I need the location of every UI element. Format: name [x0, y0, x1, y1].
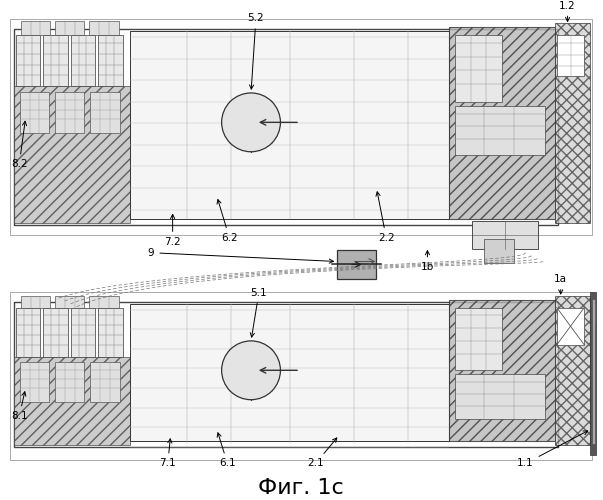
Bar [14, 356, 130, 445]
Text: 7.1: 7.1 [159, 439, 176, 468]
Bar [455, 35, 502, 102]
Bar [594, 304, 596, 324]
Bar [555, 296, 590, 445]
Bar [14, 86, 130, 224]
Bar [89, 22, 119, 35]
Circle shape [222, 341, 280, 400]
Bar [90, 362, 120, 402]
Text: 7.2: 7.2 [164, 214, 181, 247]
Bar [71, 308, 95, 356]
Text: 8.2: 8.2 [11, 122, 28, 170]
Bar [55, 296, 84, 308]
Text: 1a: 1a [554, 274, 567, 294]
Bar [20, 92, 49, 133]
Bar [472, 222, 538, 249]
Text: 2.2: 2.2 [376, 192, 394, 243]
Text: 6.1: 6.1 [217, 433, 236, 468]
Bar [98, 308, 122, 356]
Bar [55, 92, 84, 133]
Text: 5.1: 5.1 [250, 288, 267, 337]
Bar [55, 362, 84, 402]
Text: 5.2: 5.2 [248, 14, 264, 89]
Bar [130, 304, 449, 441]
Bar [98, 35, 122, 86]
Text: 2.1: 2.1 [308, 438, 336, 468]
Bar [89, 296, 119, 308]
Text: 6.2: 6.2 [217, 200, 238, 243]
Bar [555, 24, 590, 224]
Bar [71, 35, 95, 86]
Bar [14, 30, 558, 226]
Bar [449, 28, 555, 220]
Bar [337, 250, 376, 279]
Bar [484, 239, 514, 264]
Bar [449, 300, 555, 441]
Text: 8.1: 8.1 [11, 392, 28, 422]
Bar [455, 308, 502, 370]
Bar [43, 35, 68, 86]
Bar [14, 302, 558, 446]
Bar [455, 106, 545, 154]
Bar [21, 22, 50, 35]
Bar [10, 292, 592, 460]
Bar [10, 20, 592, 235]
Circle shape [222, 93, 280, 152]
Bar [16, 35, 40, 86]
Text: 1.2: 1.2 [559, 0, 576, 21]
Text: 9: 9 [148, 248, 333, 263]
Bar [90, 92, 120, 133]
Bar [55, 22, 84, 35]
Bar [455, 374, 545, 420]
Bar [43, 308, 68, 356]
Text: 1.1: 1.1 [517, 431, 588, 469]
Bar [130, 31, 449, 220]
Bar [592, 299, 595, 444]
Bar [557, 308, 584, 345]
Bar [557, 35, 584, 76]
Text: 1b: 1b [421, 250, 434, 272]
Bar [590, 292, 596, 454]
Bar [20, 362, 49, 402]
Bar [21, 296, 50, 308]
Bar [16, 308, 40, 356]
Text: Фиг. 1c: Фиг. 1c [258, 478, 344, 498]
